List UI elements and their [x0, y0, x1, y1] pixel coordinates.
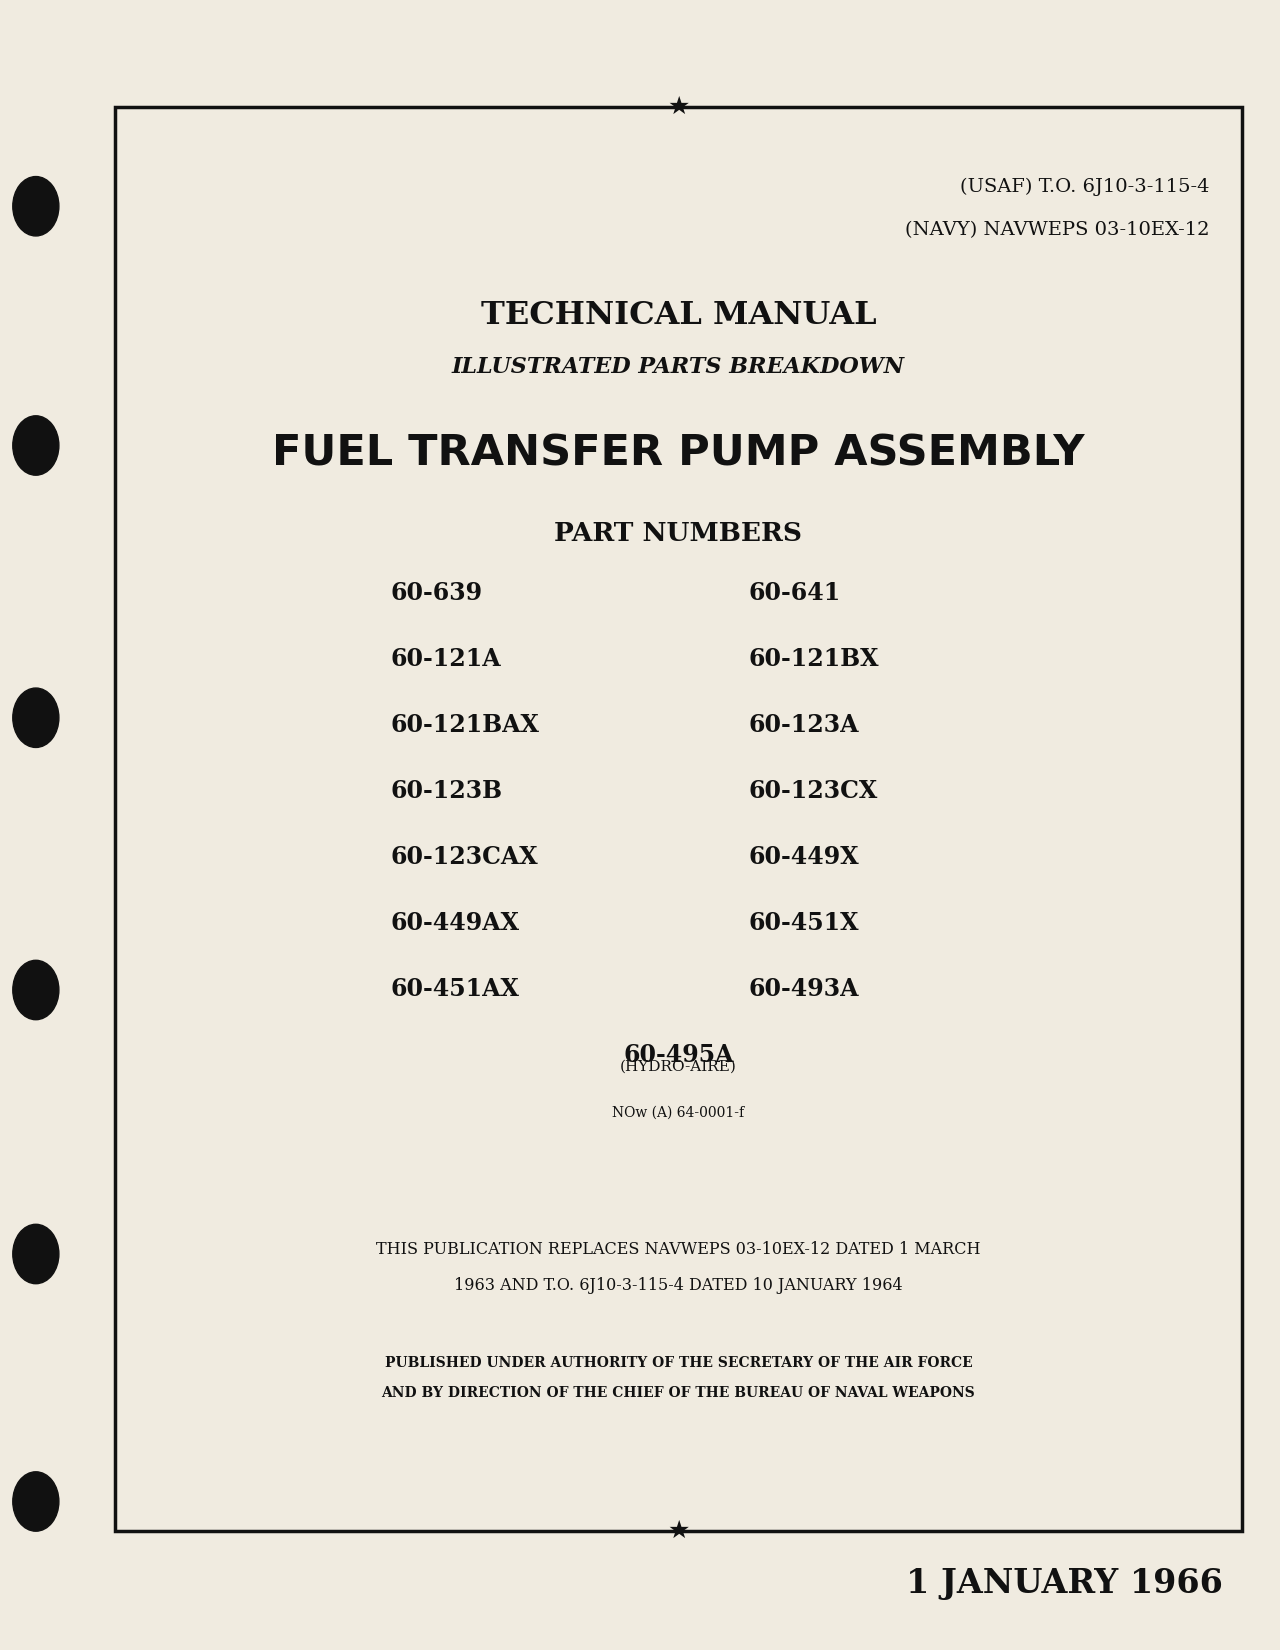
- Text: ★: ★: [667, 96, 690, 119]
- Circle shape: [13, 1472, 59, 1531]
- Text: 1963 AND T.O. 6J10-3-115-4 DATED 10 JANUARY 1964: 1963 AND T.O. 6J10-3-115-4 DATED 10 JANU…: [454, 1277, 902, 1294]
- Text: 60-451AX: 60-451AX: [390, 977, 520, 1002]
- Text: 60-449X: 60-449X: [749, 845, 860, 870]
- Text: 60-493A: 60-493A: [749, 977, 859, 1002]
- Text: 60-121A: 60-121A: [390, 647, 500, 672]
- Bar: [115, 107, 1242, 1531]
- Text: 60-495A: 60-495A: [623, 1043, 733, 1068]
- Text: (USAF) T.O. 6J10-3-115-4: (USAF) T.O. 6J10-3-115-4: [960, 178, 1210, 196]
- Text: ★: ★: [667, 1520, 690, 1543]
- Circle shape: [13, 416, 59, 475]
- Text: 60-121BAX: 60-121BAX: [390, 713, 539, 738]
- Text: ILLUSTRATED PARTS BREAKDOWN: ILLUSTRATED PARTS BREAKDOWN: [452, 356, 905, 378]
- Text: 60-123CX: 60-123CX: [749, 779, 878, 804]
- Circle shape: [13, 1224, 59, 1284]
- Text: 60-449AX: 60-449AX: [390, 911, 520, 936]
- Text: PART NUMBERS: PART NUMBERS: [554, 521, 803, 546]
- Text: (HYDRO-AIRE): (HYDRO-AIRE): [620, 1059, 737, 1072]
- Text: THIS PUBLICATION REPLACES NAVWEPS 03-10EX-12 DATED 1 MARCH: THIS PUBLICATION REPLACES NAVWEPS 03-10E…: [376, 1241, 980, 1257]
- Circle shape: [13, 177, 59, 236]
- Text: 60-123CAX: 60-123CAX: [390, 845, 538, 870]
- Circle shape: [13, 960, 59, 1020]
- Text: 1 JANUARY 1966: 1 JANUARY 1966: [905, 1568, 1222, 1600]
- Text: (NAVY) NAVWEPS 03-10EX-12: (NAVY) NAVWEPS 03-10EX-12: [905, 221, 1210, 239]
- Text: FUEL TRANSFER PUMP ASSEMBLY: FUEL TRANSFER PUMP ASSEMBLY: [273, 432, 1084, 474]
- Circle shape: [13, 688, 59, 747]
- Text: 60-123A: 60-123A: [749, 713, 859, 738]
- Text: AND BY DIRECTION OF THE CHIEF OF THE BUREAU OF NAVAL WEAPONS: AND BY DIRECTION OF THE CHIEF OF THE BUR…: [381, 1386, 975, 1399]
- Text: 60-641: 60-641: [749, 581, 841, 606]
- Text: TECHNICAL MANUAL: TECHNICAL MANUAL: [480, 300, 877, 332]
- Text: 60-121BX: 60-121BX: [749, 647, 879, 672]
- Text: PUBLISHED UNDER AUTHORITY OF THE SECRETARY OF THE AIR FORCE: PUBLISHED UNDER AUTHORITY OF THE SECRETA…: [384, 1356, 973, 1370]
- Text: 60-639: 60-639: [390, 581, 483, 606]
- Text: 60-123B: 60-123B: [390, 779, 502, 804]
- Text: 60-451X: 60-451X: [749, 911, 859, 936]
- Text: NOw (A) 64-0001-f: NOw (A) 64-0001-f: [612, 1106, 745, 1119]
